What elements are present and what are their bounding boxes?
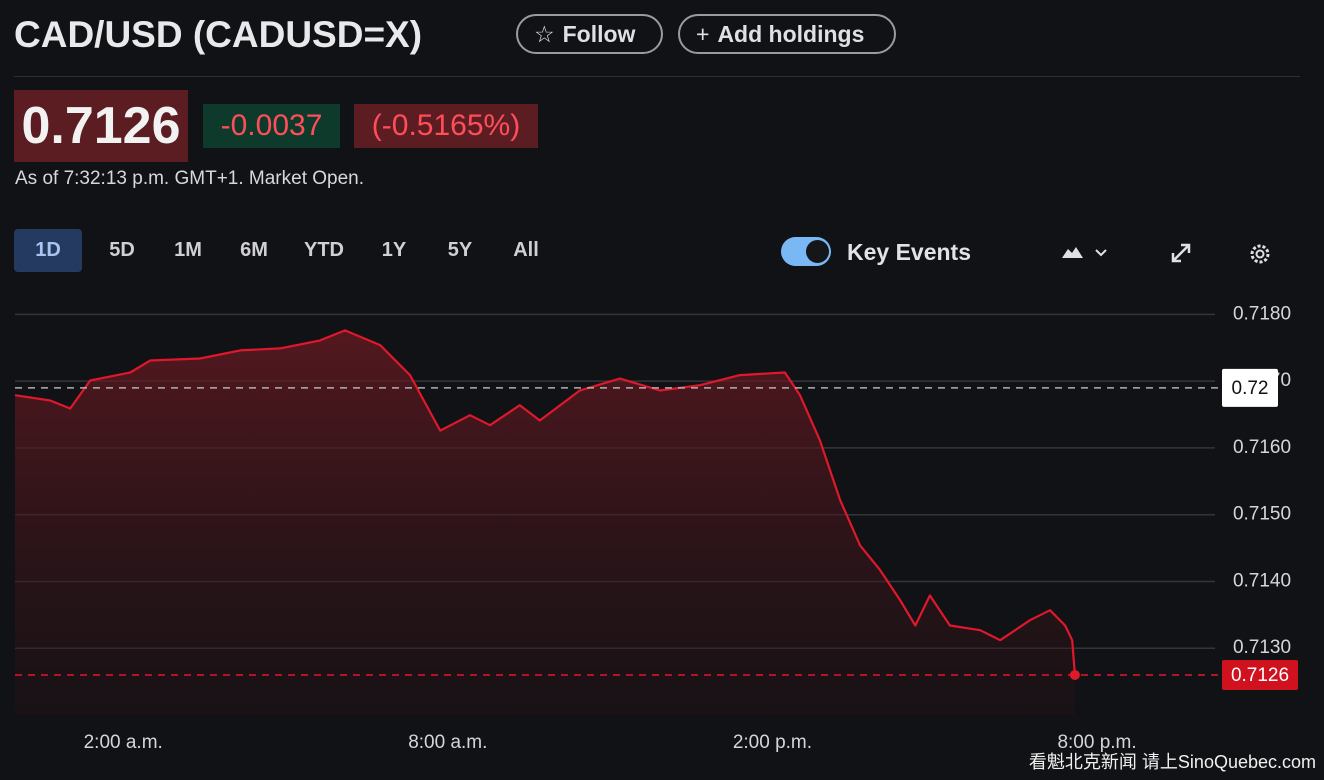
range-button[interactable]: YTD [304, 239, 344, 261]
last-point [1069, 669, 1080, 680]
range-selector: 1D 5D 1M 6M YTD 1Y 5Y All [14, 229, 566, 272]
y-tick-label: 0.7130 [1233, 637, 1291, 658]
price: 0.7126 [14, 90, 188, 162]
change: -0.0037 [203, 104, 340, 148]
last-value-label: 0.7126 [1231, 665, 1289, 686]
y-tick-label: 0.7160 [1233, 437, 1291, 458]
range-button[interactable]: 6M [240, 239, 268, 261]
x-tick-label: 2:00 a.m. [84, 732, 163, 753]
toggle-knob [806, 240, 829, 263]
chart-type-button[interactable] [1058, 238, 1118, 266]
fullscreen-button[interactable] [1168, 240, 1194, 266]
separator [14, 76, 1300, 77]
range-button[interactable]: 5Y [447, 239, 473, 261]
follow-button[interactable]: ☆ Follow [516, 14, 663, 54]
range-button[interactable]: 1M [174, 239, 202, 261]
area [15, 330, 1075, 715]
range-button[interactable]: 1Y [381, 239, 407, 261]
last-value-box [1222, 659, 1298, 690]
follow-label: Follow [562, 20, 636, 47]
x-tick-label: 8:00 a.m. [408, 732, 487, 753]
range-button[interactable]: 1D [14, 229, 82, 272]
add-holdings-label: Add holdings [717, 20, 865, 47]
y-tick-label: 0.7140 [1233, 570, 1291, 591]
y-tick-label: 0.7180 [1233, 303, 1291, 324]
reference-label: 0.72 [1232, 378, 1269, 399]
as-of: As of 7:32:13 p.m. GMT+1. Market Open. [15, 168, 365, 189]
add-holdings-button[interactable]: + Add holdings [678, 14, 896, 54]
range-button[interactable]: All [513, 239, 539, 261]
title: CAD/USD (CADUSD=X) [14, 14, 423, 55]
watermark: 看魁北克新闻 请上SinoQuebec.com [1028, 752, 1316, 772]
y-tick-label: 0.7150 [1233, 504, 1291, 525]
settings-button[interactable] [1246, 240, 1274, 268]
reference-box [1222, 368, 1278, 407]
change-percent: (-0.5165%) [354, 104, 538, 148]
x-tick-label: 8:00 p.m. [1057, 732, 1136, 753]
x-tick-label: 2:00 p.m. [733, 732, 812, 753]
price-line [14, 329, 1076, 675]
range-button[interactable]: 5D [109, 239, 135, 261]
key-events-label: Key Events [847, 239, 972, 265]
